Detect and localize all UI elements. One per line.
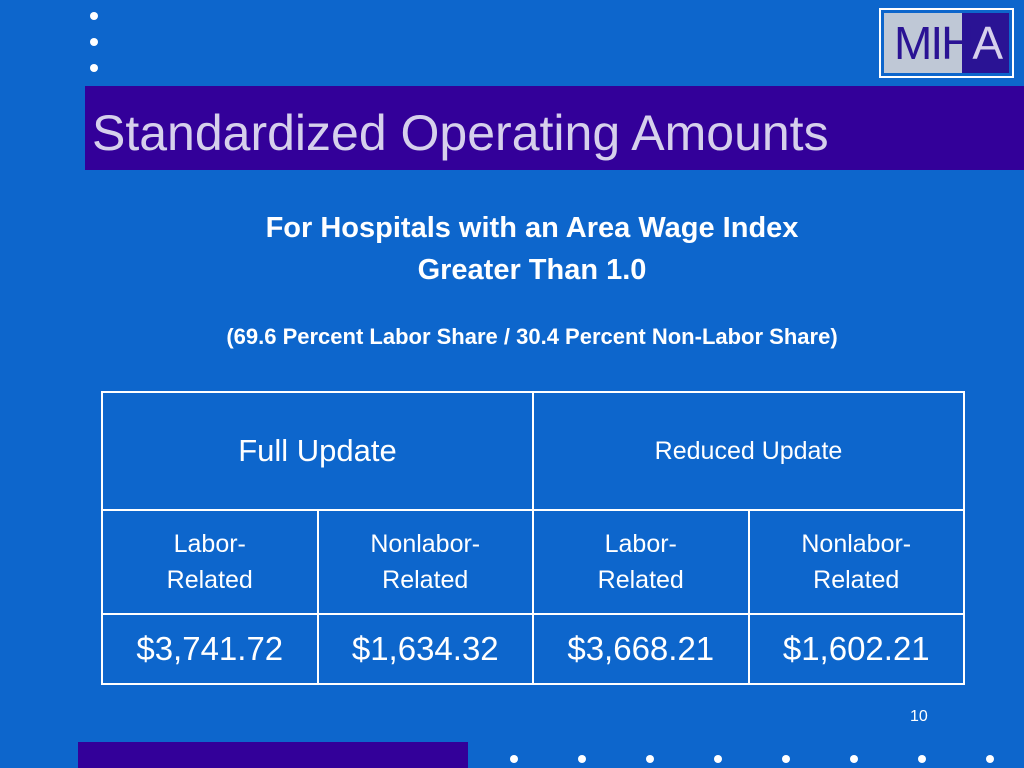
footer-bar: [78, 742, 468, 768]
decorative-dot: [90, 64, 98, 72]
logo-letter-h: H: [941, 17, 974, 69]
subheader-line: Related: [597, 566, 684, 594]
subtitle-line-1: For Hospitals with an Area Wage Index: [265, 212, 799, 244]
decorative-dot: [986, 755, 994, 763]
value-full-nonlabor: $1,634.32: [316, 613, 534, 685]
subheader-line: Labor-: [173, 530, 246, 558]
decorative-dot: [578, 755, 586, 763]
decorative-dot: [510, 755, 518, 763]
subheader-line: Nonlabor-: [370, 530, 481, 558]
subheader-full-nonlabor: Nonlabor- Related: [316, 509, 534, 615]
subheader-reduced-labor: Labor- Related: [532, 509, 750, 615]
logo-text: MIHA: [894, 17, 1003, 69]
subtitle-line-2: Greater Than 1.0: [417, 254, 647, 286]
subheader-line: Related: [813, 566, 900, 594]
logo-light-box: [884, 13, 962, 73]
value-reduced-nonlabor: $1,602.21: [747, 613, 965, 685]
decorative-dot: [714, 755, 722, 763]
subheader-full-labor: Labor- Related: [101, 509, 319, 615]
slide-title: Standardized Operating Amounts: [92, 105, 829, 161]
logo-letter-a: A: [972, 17, 1003, 69]
group-header-full-update: Full Update: [101, 391, 534, 511]
group-header-reduced-update: Reduced Update: [532, 391, 965, 511]
table-subheader-row: Labor- Related Nonlabor- Related Labor- …: [101, 509, 965, 615]
page-number: 10: [910, 708, 928, 725]
subheader-line: Related: [382, 566, 469, 594]
share-note: (69.6 Percent Labor Share / 30.4 Percent…: [226, 324, 838, 349]
decorative-dot: [90, 38, 98, 46]
subheader-reduced-nonlabor: Nonlabor- Related: [747, 509, 965, 615]
subheader-line: Related: [166, 566, 253, 594]
decorative-dot: [646, 755, 654, 763]
mha-logo: MIHA: [879, 8, 1014, 78]
table-header-row: Full Update Reduced Update: [101, 391, 965, 511]
value-reduced-labor: $3,668.21: [532, 613, 750, 685]
amounts-table: Full Update Reduced Update Labor- Relate…: [101, 391, 965, 685]
logo-letters-mi: MI: [894, 17, 943, 69]
decorative-dot: [918, 755, 926, 763]
decorative-dot: [90, 12, 98, 20]
decorative-dot: [782, 755, 790, 763]
subheader-line: Nonlabor-: [801, 530, 912, 558]
slide-subtitle: For Hospitals with an Area Wage Index Gr…: [100, 207, 964, 291]
table-values-row: $3,741.72 $1,634.32 $3,668.21 $1,602.21: [101, 613, 965, 685]
decorative-dot: [850, 755, 858, 763]
subheader-line: Labor-: [604, 530, 677, 558]
logo-background: MIHA: [884, 13, 1009, 73]
title-bar: [85, 86, 1024, 170]
value-full-labor: $3,741.72: [101, 613, 319, 685]
